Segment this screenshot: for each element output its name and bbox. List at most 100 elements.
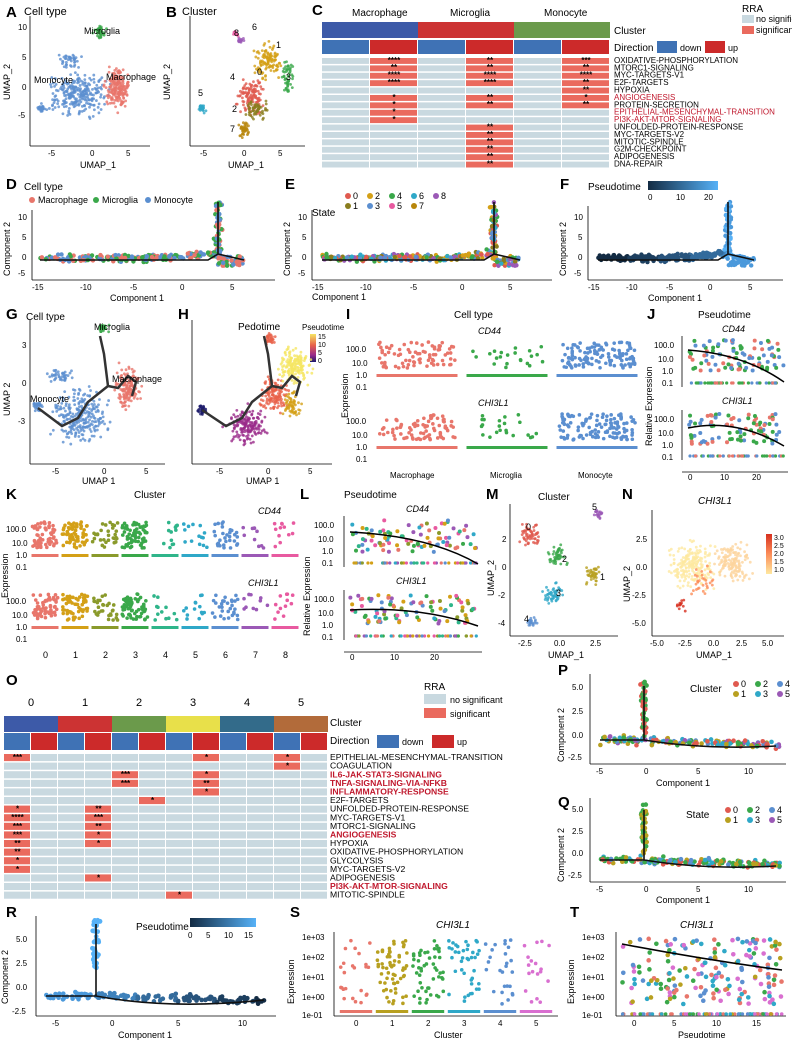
scatter-point [240, 136, 244, 139]
strip-floor [121, 554, 149, 557]
scatter-point [125, 383, 129, 386]
strip-point [608, 434, 612, 439]
panel-label-o: O [6, 672, 18, 689]
floor-point [426, 561, 430, 565]
scatter-point [248, 82, 252, 86]
scatter-point [72, 85, 75, 88]
pseudotime-point [750, 368, 755, 373]
pseudotime-point [692, 433, 697, 438]
panel-f-xtick-4: 5 [748, 283, 753, 292]
heatmap-cell [322, 117, 369, 124]
strip-point [107, 601, 111, 606]
scatter-point [235, 102, 239, 106]
panel-k-title: Cluster [134, 490, 166, 501]
floor-point [388, 561, 392, 565]
strip-point [230, 613, 235, 618]
scatter-point [269, 55, 272, 59]
trajectory-point [162, 254, 167, 259]
panel-h-scale-0: 15 [318, 334, 326, 341]
trajectory-point [408, 254, 413, 259]
legend-label: 8 [441, 191, 446, 201]
pseudotime-point [716, 435, 721, 440]
scatter-point [88, 427, 92, 431]
heatmap-cell [466, 65, 513, 72]
scatter-point [60, 87, 64, 91]
pseudotime-point [422, 543, 427, 548]
strip-point [169, 530, 173, 534]
strip-point [30, 524, 35, 529]
panel-c-group-0: Macrophage [352, 8, 408, 19]
scatter-point [122, 96, 126, 100]
scatter-point [118, 74, 122, 78]
scatter-point [79, 419, 83, 423]
trajectory-point [126, 253, 131, 259]
strip-point [43, 526, 48, 530]
strip-point [230, 599, 234, 604]
strip-point [128, 528, 132, 533]
significance-stars: ** [487, 100, 494, 109]
panel-d-legend-dot-2 [145, 197, 151, 203]
scatter-point [117, 91, 121, 95]
scatter-point [259, 92, 262, 96]
strip-point [440, 340, 445, 345]
strip-point [41, 606, 46, 610]
scatter-point [99, 330, 103, 333]
strip-point [186, 524, 191, 529]
panel-i-gene2: CHI3L1 [478, 398, 509, 408]
strip-point [590, 345, 594, 349]
scatter-point [234, 435, 238, 438]
strip-point [578, 341, 582, 345]
scatter-point [53, 95, 57, 98]
scatter-point [49, 83, 52, 86]
strip-point [36, 605, 40, 609]
panel-b-label-2: 2 [232, 104, 237, 114]
scatter-point [239, 428, 243, 431]
strip-point [71, 524, 75, 528]
strip-point [633, 421, 637, 425]
scatter-point [204, 109, 208, 113]
strip-point [72, 615, 77, 620]
legend-dot [433, 193, 439, 199]
strip-point [619, 437, 624, 442]
scatter-point [242, 103, 245, 107]
strip-point [108, 520, 112, 525]
scatter-point [265, 399, 269, 403]
heatmap-cell [370, 154, 417, 161]
scatter-point [99, 35, 103, 39]
strip-point [429, 361, 434, 365]
scatter-point [107, 330, 111, 334]
strip-point [611, 431, 616, 435]
scatter-point [239, 110, 242, 114]
pseudotime-point [765, 359, 770, 364]
trajectory-point [172, 255, 177, 261]
strip-floor [31, 626, 59, 629]
strip-point [445, 428, 450, 433]
pseudotime-point [688, 419, 693, 424]
trajectory-point [702, 254, 707, 260]
scatter-point [67, 436, 71, 439]
pseudotime-point [770, 412, 775, 417]
scatter-point [68, 371, 72, 375]
heatmap-cell [466, 95, 513, 101]
strip-point [589, 412, 594, 416]
strip-point [79, 526, 83, 530]
pseudotime-point [457, 529, 462, 534]
strip-point [92, 599, 97, 604]
strip-point [418, 357, 422, 361]
scatter-point [246, 433, 250, 437]
scatter-point [241, 90, 245, 94]
scatter-point [72, 88, 76, 92]
panel-g-label-monocyte: Monocyte [30, 394, 69, 404]
scatter-point [96, 31, 100, 35]
scatter-point [230, 439, 234, 443]
heatmap-cell [418, 154, 465, 161]
strip-point [185, 613, 190, 617]
strip-point [225, 533, 229, 537]
scatter-point [284, 65, 287, 69]
panel-l-scatter [343, 516, 482, 653]
significance-stars: ** [487, 93, 494, 102]
scatter-point [260, 49, 264, 52]
scatter-point [298, 360, 302, 364]
strip-point [429, 416, 433, 421]
scatter-point [51, 92, 55, 95]
